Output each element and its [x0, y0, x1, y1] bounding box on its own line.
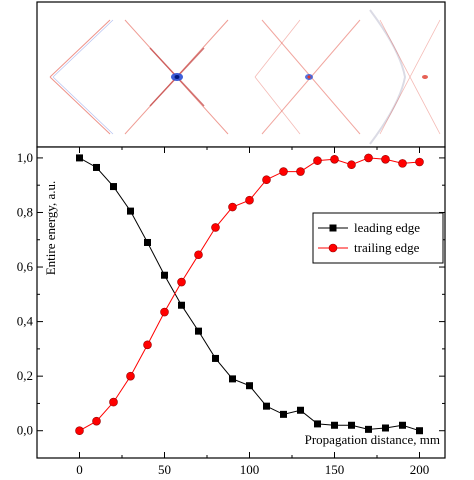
pulse-pattern-image	[49, 9, 441, 145]
data-point-leading-edge	[365, 425, 372, 433]
data-point-trailing-edge	[143, 340, 152, 350]
data-point-trailing-edge	[262, 175, 271, 185]
data-point-trailing-edge	[279, 167, 288, 176]
y-tick-label: 0,8	[17, 204, 33, 219]
data-point-leading-edge	[76, 154, 83, 162]
data-point-leading-edge	[229, 375, 236, 383]
data-point-leading-edge	[212, 354, 219, 362]
y-tick-label: 0,2	[17, 368, 33, 383]
y-tick-label: 0,0	[17, 423, 33, 438]
data-point-trailing-edge	[228, 202, 237, 212]
plot-frame	[36, 146, 446, 459]
data-point-trailing-edge	[211, 223, 220, 232]
data-point-trailing-edge	[347, 160, 356, 170]
x-tick-label: 100	[240, 462, 260, 477]
data-point-trailing-edge	[364, 153, 373, 163]
y-axis-ticks: 0,0 0,2 0,4 0,6 0,8 1,0	[17, 150, 445, 459]
data-point-trailing-edge	[160, 307, 169, 317]
pulse-x-4	[379, 19, 441, 135]
legend: leading edge trailing edge	[312, 212, 444, 264]
pulse-front-3a	[254, 19, 301, 135]
x-axis-ticks: 0 50 100 150 200	[36, 147, 430, 477]
data-point-trailing-edge	[245, 195, 254, 205]
data-point-trailing-edge	[296, 167, 305, 176]
data-point-leading-edge	[331, 421, 338, 429]
y-tick-label: 1,0	[17, 150, 33, 165]
pulse-front-1b	[52, 19, 114, 135]
x-tick-label: 50	[158, 462, 171, 477]
data-point-trailing-edge	[330, 154, 339, 164]
data-point-leading-edge	[297, 406, 304, 414]
data-point-leading-edge	[246, 382, 253, 390]
y-tick-label: 0,6	[17, 259, 34, 274]
data-point-trailing-edge	[75, 426, 84, 436]
legend-label: trailing edge	[354, 240, 420, 255]
data-point-trailing-edge	[415, 157, 424, 167]
data-point-leading-edge	[280, 410, 287, 418]
data-point-leading-edge	[416, 427, 423, 435]
x-tick-label: 0	[76, 462, 83, 477]
data-point-leading-edge	[161, 271, 168, 279]
simulation-panel	[36, 1, 446, 148]
legend-marker-circle	[328, 243, 338, 253]
data-point-leading-edge	[178, 301, 185, 309]
data-point-trailing-edge	[313, 156, 322, 165]
pulse-peak-2-core	[174, 75, 180, 79]
simulation-frame	[36, 1, 446, 148]
legend-box	[312, 212, 444, 264]
data-point-trailing-edge	[194, 250, 203, 260]
y-axis-title: Entire energy, a.u.	[43, 181, 58, 276]
data-point-leading-edge	[144, 238, 151, 246]
pulse-peak-3-core	[307, 75, 311, 79]
x-axis-title: Propagation distance, mm	[305, 432, 440, 447]
data-point-leading-edge	[93, 163, 100, 171]
data-point-trailing-edge	[177, 277, 186, 287]
data-point-trailing-edge	[109, 397, 118, 407]
x-tick-label: 150	[325, 462, 345, 477]
data-point-trailing-edge	[92, 416, 101, 426]
y-tick-label: 0,4	[17, 314, 34, 329]
pulse-front-1	[49, 19, 111, 135]
data-point-trailing-edge	[398, 159, 407, 168]
data-point-leading-edge	[399, 421, 406, 429]
data-point-trailing-edge	[381, 154, 390, 164]
data-point-leading-edge	[348, 421, 355, 429]
pulse-front-4	[369, 9, 407, 145]
legend-marker-square	[329, 224, 337, 232]
data-point-leading-edge	[263, 402, 270, 410]
legend-label: leading edge	[354, 220, 420, 235]
data-point-trailing-edge	[126, 371, 135, 381]
x-tick-label: 200	[410, 462, 430, 477]
data-point-leading-edge	[127, 207, 134, 215]
series-markers	[75, 153, 424, 436]
chart-panel: 0 50 100 150 200 0,0 0,2 0,4 0,6 0,8 1,0 Propagat…	[17, 146, 446, 477]
data-point-leading-edge	[382, 424, 389, 432]
data-point-leading-edge	[314, 420, 321, 428]
data-point-leading-edge	[110, 183, 117, 191]
pulse-peak-4	[422, 75, 428, 79]
data-point-leading-edge	[195, 327, 202, 335]
